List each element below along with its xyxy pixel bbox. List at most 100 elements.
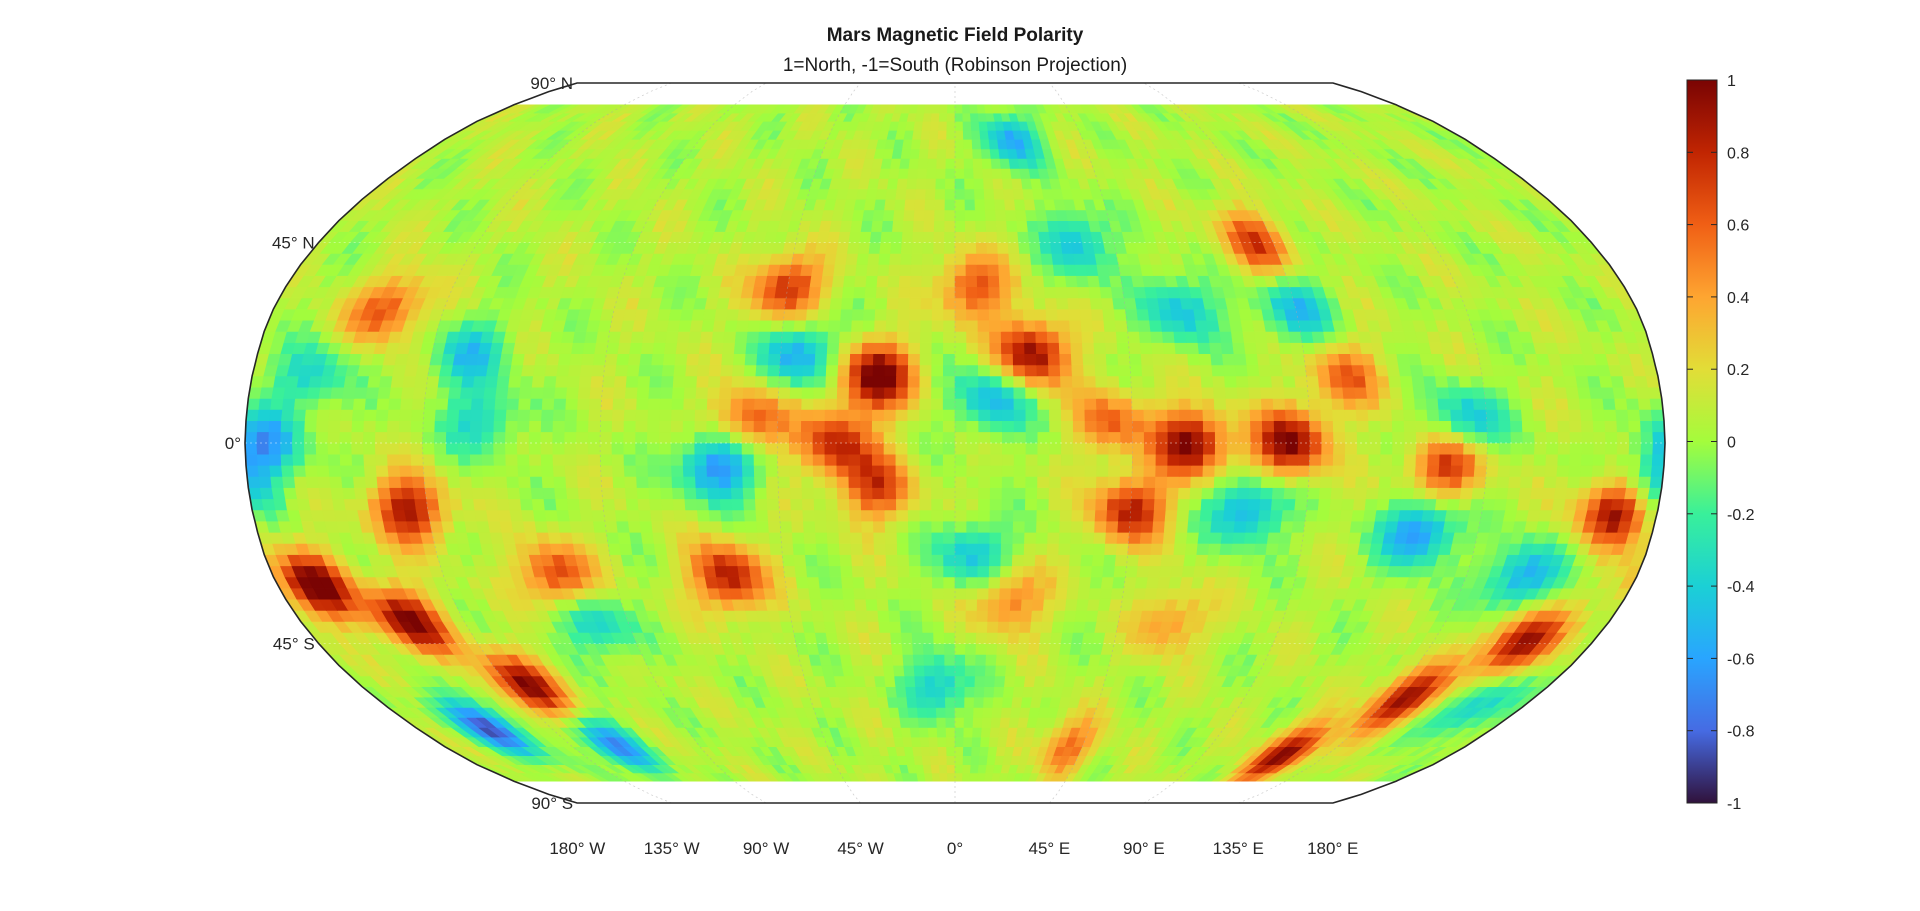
polarity-cell	[1013, 464, 1027, 477]
polarity-cell	[828, 565, 842, 578]
polarity-cell	[966, 453, 980, 466]
polarity-cell	[411, 476, 426, 488]
polarity-cell	[1324, 531, 1339, 544]
polarity-cell	[954, 420, 968, 433]
polarity-cell	[1282, 375, 1297, 388]
polarity-cell	[918, 727, 930, 738]
polarity-cell	[683, 386, 697, 399]
polarity-cell	[461, 375, 476, 388]
polarity-cell	[1199, 364, 1214, 377]
polarity-cell	[993, 686, 1005, 698]
polarity-cell	[777, 476, 791, 488]
polarity-cell	[966, 398, 979, 410]
polarity-cell	[945, 736, 956, 748]
polarity-cell	[990, 453, 1003, 466]
polarity-cell	[989, 727, 1001, 738]
polarity-cell	[1202, 409, 1216, 422]
polarity-cell	[1412, 487, 1427, 500]
polarity-cell	[486, 509, 501, 522]
polarity-cell	[912, 643, 925, 655]
polarity-cell	[1411, 498, 1426, 511]
polarity-cell	[778, 375, 792, 388]
polarity-cell	[1055, 587, 1068, 600]
polarity-cell	[1191, 442, 1204, 455]
polarity-cell	[1575, 498, 1590, 511]
polarity-cell	[730, 398, 744, 410]
polarity-cell	[932, 598, 945, 611]
polarity-cell	[1568, 464, 1582, 477]
polarity-cell	[1271, 386, 1286, 399]
polarity-cell	[1006, 654, 1018, 666]
polarity-cell	[861, 531, 875, 544]
polarity-cell	[729, 587, 744, 600]
polarity-cell	[540, 420, 554, 433]
polarity-cell	[1202, 420, 1216, 433]
polarity-cell	[520, 375, 534, 388]
polarity-cell	[718, 398, 732, 410]
polarity-cell	[1285, 442, 1299, 455]
polarity-cell	[1037, 453, 1050, 466]
polarity-cell	[900, 632, 913, 644]
polarity-cell	[1364, 375, 1379, 388]
polarity-cell	[872, 476, 885, 488]
polarity-cell	[1001, 696, 1014, 708]
polarity-cell	[1024, 509, 1038, 522]
polarity-cell	[990, 420, 1003, 433]
polarity-cell	[1001, 375, 1015, 388]
polarity-cell	[1484, 398, 1499, 410]
polarity-cell	[1628, 420, 1642, 433]
polarity-cell	[494, 476, 508, 488]
polarity-cell	[1096, 453, 1110, 466]
polarity-cell	[1045, 565, 1059, 578]
polarity-cell	[469, 431, 483, 444]
polarity-cell	[327, 453, 341, 466]
polarity-cell	[1357, 543, 1372, 555]
polarity-cell	[528, 420, 542, 433]
polarity-cell	[917, 717, 929, 728]
polarity-cell	[1497, 464, 1511, 477]
polarity-cell	[1036, 654, 1050, 666]
polarity-cell	[1199, 509, 1214, 522]
polarity-cell	[526, 543, 541, 555]
polarity-cell	[246, 398, 261, 410]
polarity-data-layer	[245, 104, 1665, 782]
polarity-cell	[601, 487, 615, 500]
polarity-cell	[1338, 520, 1353, 533]
polarity-cell	[716, 576, 731, 589]
polarity-cell	[1569, 442, 1583, 455]
polarity-cell	[1029, 621, 1043, 633]
polarity-cell	[871, 442, 885, 455]
polarity-cell	[964, 654, 977, 666]
polarity-cell	[611, 464, 626, 477]
polarity-cell	[1615, 464, 1629, 477]
polarity-cell	[1461, 409, 1476, 422]
polarity-cell	[1125, 565, 1139, 578]
figure-subtitle: 1=North, -1=South (Robinson Projection)	[783, 55, 1127, 76]
polarity-cell	[1553, 386, 1568, 399]
polarity-cell	[1176, 509, 1190, 522]
polarity-cell	[837, 364, 851, 377]
polarity-cell	[733, 531, 748, 544]
polarity-cell	[954, 654, 966, 666]
polarity-cell	[1143, 398, 1156, 410]
polarity-cell	[306, 386, 322, 399]
polarity-cell	[588, 464, 602, 477]
polarity-cell	[1297, 431, 1311, 444]
polarity-cell	[825, 386, 838, 399]
polarity-cell	[1401, 386, 1415, 399]
polarity-cell	[895, 464, 909, 477]
polarity-cell	[1048, 643, 1062, 655]
polarity-cell	[1578, 398, 1593, 410]
polarity-cell	[1509, 464, 1523, 477]
polarity-cell	[332, 498, 347, 511]
polarity-cell	[691, 565, 706, 578]
polarity-cell	[1486, 442, 1500, 455]
polarity-cell	[493, 420, 507, 433]
polarity-cell	[911, 621, 924, 633]
polarity-cell	[1189, 487, 1203, 500]
polarity-cell	[1288, 543, 1303, 555]
polarity-cell	[1221, 520, 1236, 533]
polarity-cell	[552, 431, 566, 444]
polarity-cell	[862, 554, 876, 567]
polarity-cell	[660, 375, 675, 388]
